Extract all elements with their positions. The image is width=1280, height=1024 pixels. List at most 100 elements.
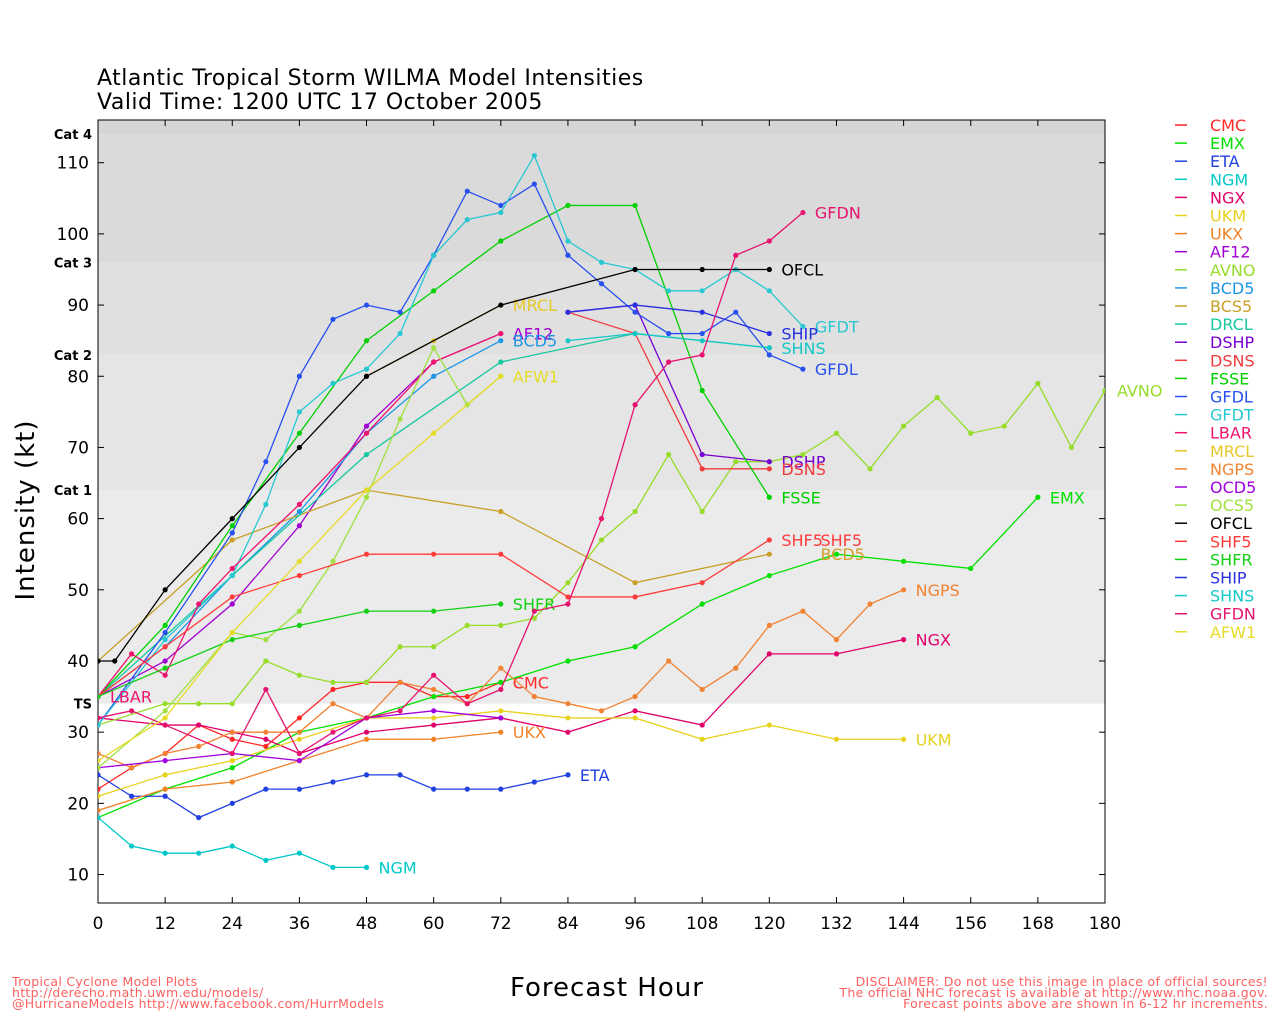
data-point — [666, 451, 672, 458]
data-point — [98, 715, 101, 721]
data-point — [565, 701, 571, 707]
footer-credit-line: Tropical Cyclone Model Plots — [12, 974, 198, 989]
series-line — [98, 154, 804, 726]
legend-entry: OCS5 — [1210, 496, 1254, 515]
data-point — [98, 658, 101, 664]
legend-entry: GFDT — [1210, 406, 1254, 425]
series-line — [98, 489, 770, 662]
data-point — [800, 608, 806, 614]
data-point — [363, 373, 370, 379]
data-point — [229, 530, 235, 536]
data-point — [498, 330, 504, 337]
y-tick-label: 70 — [67, 438, 89, 458]
data-point — [431, 359, 437, 365]
data-point — [363, 302, 370, 308]
data-point — [296, 409, 302, 415]
data-point — [98, 807, 101, 814]
data-point — [901, 423, 907, 429]
data-point — [833, 637, 840, 643]
data-point — [162, 715, 168, 721]
data-point — [431, 722, 437, 728]
legend-entry: SHNS — [1210, 587, 1254, 606]
data-point — [632, 302, 638, 308]
data-point — [666, 658, 672, 664]
data-point — [296, 508, 302, 515]
legend-entry: AFW1 — [1210, 623, 1256, 642]
legend-entry: DRCL — [1210, 315, 1253, 334]
data-point — [363, 494, 370, 500]
data-point — [464, 217, 470, 223]
data-point — [431, 736, 437, 742]
data-point — [296, 622, 302, 628]
data-point — [901, 736, 907, 742]
data-point — [968, 565, 974, 572]
series-line — [567, 332, 770, 349]
data-point — [498, 202, 504, 209]
legend-entry: NGPS — [1210, 460, 1254, 479]
data-point — [464, 693, 470, 700]
data-point — [498, 729, 504, 735]
data-point — [330, 316, 336, 322]
data-point — [498, 786, 504, 792]
data-point — [431, 644, 437, 650]
data-point — [128, 793, 135, 799]
data-point — [699, 686, 705, 693]
data-point — [565, 252, 571, 258]
data-point — [733, 665, 739, 671]
data-point — [833, 736, 840, 742]
series-line — [98, 817, 367, 869]
data-point — [229, 729, 235, 735]
data-point — [531, 779, 537, 785]
data-point — [162, 629, 168, 636]
series-lbar — [98, 330, 504, 700]
data-point — [431, 786, 437, 792]
data-point — [833, 551, 840, 557]
plot-frame — [97, 119, 1106, 904]
data-point — [598, 281, 605, 287]
data-point — [330, 380, 336, 386]
data-point — [229, 516, 235, 522]
data-point — [1035, 494, 1041, 500]
category-label: Cat 1 — [54, 484, 92, 499]
data-point — [699, 451, 705, 458]
data-point — [632, 202, 638, 209]
data-point — [229, 800, 235, 806]
footer-credit-line[interactable]: http://derecho.math.uwm.edu/models/ — [12, 985, 264, 1000]
data-point — [128, 651, 135, 657]
data-point — [296, 736, 302, 742]
data-point — [867, 601, 873, 607]
data-point — [296, 572, 302, 579]
data-point — [196, 722, 202, 728]
data-point — [632, 715, 638, 721]
data-point — [196, 601, 202, 607]
legend-entry: CMC — [1210, 116, 1246, 135]
data-point — [431, 608, 437, 614]
data-point — [733, 309, 739, 315]
data-point — [431, 715, 437, 721]
data-point — [498, 338, 504, 344]
legend-entry: MRCL — [1210, 442, 1254, 461]
data-point — [632, 693, 638, 700]
data-point — [766, 551, 772, 557]
data-point — [766, 572, 772, 579]
footer-credit-line[interactable]: @HurricaneModels http://www.facebook.com… — [12, 996, 385, 1011]
data-point — [363, 608, 370, 614]
series-shf5 — [98, 537, 772, 700]
data-point — [464, 786, 470, 792]
data-point — [766, 651, 772, 657]
data-point — [397, 644, 403, 650]
data-point — [431, 708, 437, 714]
data-point — [431, 288, 437, 294]
x-tick-label: 144 — [887, 914, 919, 934]
data-point — [229, 843, 235, 849]
series-end-label: AFW1 — [513, 367, 559, 386]
series-end-label: LBAR — [110, 688, 152, 707]
data-point — [296, 523, 302, 529]
data-point — [431, 373, 437, 379]
data-point — [229, 736, 235, 742]
data-point — [498, 708, 504, 714]
legend-entry: FSSE — [1210, 369, 1249, 388]
series-shfr — [98, 601, 504, 700]
data-point — [330, 729, 336, 735]
data-point — [565, 729, 571, 735]
